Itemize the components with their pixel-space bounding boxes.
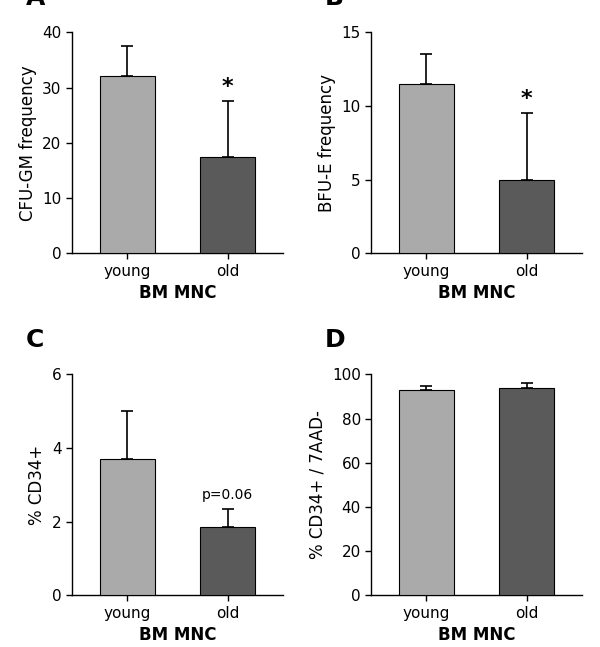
Text: C: C — [26, 329, 44, 353]
Bar — [499, 388, 554, 595]
Bar — [100, 76, 155, 253]
Bar — [399, 390, 454, 595]
Bar — [200, 527, 255, 595]
X-axis label: BM MNC: BM MNC — [438, 284, 515, 302]
X-axis label: BM MNC: BM MNC — [139, 284, 216, 302]
Text: D: D — [325, 329, 346, 353]
Bar — [399, 84, 454, 253]
Y-axis label: BFU-E frequency: BFU-E frequency — [318, 74, 336, 212]
Y-axis label: % CD34+: % CD34+ — [28, 444, 46, 525]
Text: A: A — [26, 0, 45, 10]
X-axis label: BM MNC: BM MNC — [139, 626, 216, 644]
Bar — [200, 157, 255, 253]
Text: B: B — [325, 0, 344, 10]
Text: *: * — [521, 89, 533, 109]
X-axis label: BM MNC: BM MNC — [438, 626, 515, 644]
Y-axis label: % CD34+ / 7AAD-: % CD34+ / 7AAD- — [308, 410, 326, 559]
Text: p=0.06: p=0.06 — [202, 488, 253, 502]
Bar — [499, 179, 554, 253]
Text: *: * — [222, 77, 233, 97]
Bar — [100, 459, 155, 595]
Y-axis label: CFU-GM frequency: CFU-GM frequency — [19, 65, 37, 221]
